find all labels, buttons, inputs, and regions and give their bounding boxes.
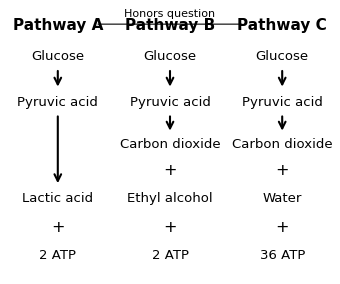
Text: +: + bbox=[275, 220, 289, 235]
Text: Honors question: Honors question bbox=[124, 9, 216, 18]
Text: Water: Water bbox=[262, 192, 302, 205]
Text: Ethyl alcohol: Ethyl alcohol bbox=[127, 192, 213, 205]
Text: Pyruvic acid: Pyruvic acid bbox=[17, 96, 98, 109]
Text: Lactic acid: Lactic acid bbox=[22, 192, 94, 205]
Text: +: + bbox=[51, 220, 65, 235]
Text: +: + bbox=[275, 163, 289, 178]
Text: 2 ATP: 2 ATP bbox=[152, 249, 188, 262]
Text: Pyruvic acid: Pyruvic acid bbox=[242, 96, 323, 109]
Text: Glucose: Glucose bbox=[31, 50, 84, 63]
Text: Pyruvic acid: Pyruvic acid bbox=[130, 96, 210, 109]
Text: 36 ATP: 36 ATP bbox=[259, 249, 305, 262]
Text: +: + bbox=[163, 163, 177, 178]
Text: Pathway A: Pathway A bbox=[13, 18, 103, 33]
Text: Glucose: Glucose bbox=[143, 50, 197, 63]
Text: Carbon dioxide: Carbon dioxide bbox=[120, 138, 220, 151]
Text: Glucose: Glucose bbox=[256, 50, 309, 63]
Text: +: + bbox=[163, 220, 177, 235]
Text: 2 ATP: 2 ATP bbox=[39, 249, 76, 262]
Text: Pathway B: Pathway B bbox=[125, 18, 215, 33]
Text: Pathway C: Pathway C bbox=[237, 18, 327, 33]
Text: Carbon dioxide: Carbon dioxide bbox=[232, 138, 333, 151]
